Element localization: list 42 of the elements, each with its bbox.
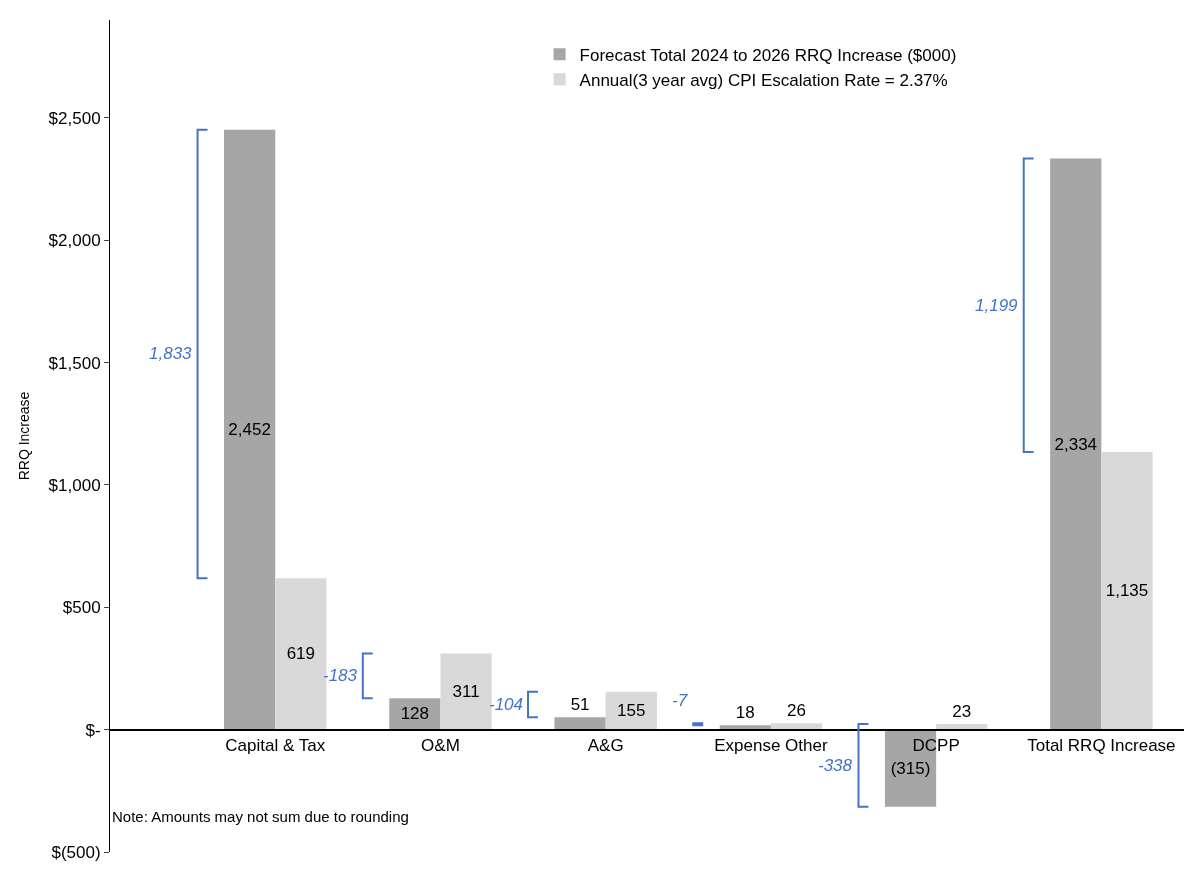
y-tick-label: $- — [85, 720, 101, 740]
y-tick-label: $2,000 — [48, 231, 101, 251]
x-tick-label: DCPP — [912, 735, 960, 755]
x-tick-label: O&M — [421, 735, 460, 755]
data-label: 311 — [452, 682, 480, 702]
y-tick-label: $1,500 — [48, 353, 101, 373]
bar — [554, 717, 606, 730]
bar — [770, 723, 823, 730]
x-tick-label: Total RRQ Increase — [1027, 735, 1176, 755]
annotation: -183 — [323, 666, 358, 685]
legend-label: Annual(3 year avg) CPI Escalation Rate = 2.37% — [579, 70, 948, 90]
data-label: 26 — [787, 701, 806, 721]
bar — [440, 653, 492, 730]
x-tick-label: Capital & Tax — [225, 735, 326, 755]
data-label: (315) — [890, 758, 931, 778]
y-axis-title: RRQ Increase — [16, 391, 33, 481]
data-label: 51 — [570, 695, 590, 715]
y-tick-label: $1,000 — [48, 475, 101, 495]
data-label: 2,334 — [1054, 434, 1098, 454]
legend-label: Forecast Total 2024 to 2026 RRQ Increase ($000) — [579, 45, 957, 65]
data-label: 128 — [400, 704, 430, 724]
annotation: -338 — [818, 756, 853, 775]
bar — [719, 725, 771, 730]
y-tick-label: $(500) — [51, 842, 101, 862]
data-label: 1,135 — [1105, 581, 1149, 601]
data-label: 23 — [952, 702, 972, 722]
annotation: 1,833 — [149, 344, 193, 363]
data-label: 155 — [617, 701, 646, 721]
data-label: 2,452 — [228, 420, 271, 440]
annotation: -104 — [489, 695, 524, 714]
bar — [224, 129, 276, 730]
data-label: 18 — [735, 703, 755, 723]
data-label: 619 — [286, 644, 316, 664]
bar — [1050, 158, 1102, 730]
y-tick-label: $500 — [62, 598, 101, 618]
annotation: -7 — [672, 691, 688, 710]
x-tick-label: Expense Other — [714, 735, 828, 755]
y-tick-label: $2,500 — [48, 108, 101, 128]
annotation: 1,199 — [975, 296, 1019, 315]
x-tick-label: A&G — [587, 735, 624, 755]
bar — [1101, 451, 1153, 730]
annotation: Note: Amounts may not sum due to rounding — [112, 808, 409, 825]
